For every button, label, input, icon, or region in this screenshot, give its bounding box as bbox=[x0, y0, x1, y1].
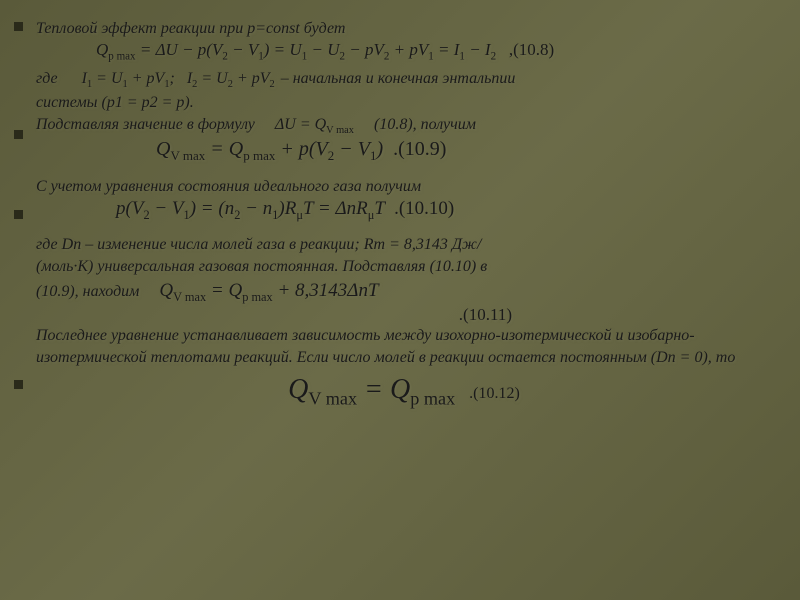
eqnum-10-11: .(10.11) bbox=[459, 305, 512, 324]
eqnum-10-9: .(10.9) bbox=[393, 138, 446, 160]
bullet-icon bbox=[14, 210, 23, 219]
para-2: где I1 = U1 + pV1; I2 = U2 + pV2 – начал… bbox=[36, 68, 772, 92]
para-5: Последнее уравнение устанавливает зависи… bbox=[36, 325, 772, 368]
equation-10-12: QV max = Qp max .(10.12) bbox=[36, 374, 772, 410]
equation-10-10: p(V2 − V1) = (n2 − n1)RμT = ΔnRμT .(10.1… bbox=[36, 198, 772, 223]
bullet-icon bbox=[14, 22, 23, 31]
para-3: Подставляя значение в формулу ΔU = QV ma… bbox=[36, 114, 772, 138]
bullet-icon bbox=[14, 380, 23, 389]
para-4-cont2: (10.9), находим QV max = Qp max + 8,3143… bbox=[36, 278, 772, 305]
eqnum-10-11-line: .(10.11) bbox=[36, 305, 772, 325]
eqnum-10-12: .(10.12) bbox=[469, 385, 520, 402]
para-2-prefix: где bbox=[36, 68, 58, 90]
equation-du-qv: ΔU = QV max bbox=[275, 114, 354, 138]
para-3-suffix: (10.8), получим bbox=[374, 114, 476, 136]
eqnum-10-8: ,(10.8) bbox=[509, 40, 554, 59]
equation-10-11: QV max = Qp max + 8,3143ΔnT bbox=[159, 278, 378, 305]
equation-10-9: QV max = Qp max + p(V2 − V1) .(10.9) bbox=[36, 138, 772, 164]
equation-10-8: Qp max = ΔU − p(V2 − V1) = U1 − U2 − pV2… bbox=[36, 40, 772, 62]
eqnum-10-10: .(10.10) bbox=[394, 198, 454, 219]
bullet-icon bbox=[14, 130, 23, 139]
para-3-prefix: Подставляя значение в формулу bbox=[36, 114, 255, 136]
para-4: С учетом уравнения состояния идеального … bbox=[36, 176, 772, 198]
para-2-suffix: – начальная и конечная энтальпии bbox=[281, 68, 516, 90]
para-2-cont: системы (p1 = p2 = p). bbox=[36, 92, 772, 114]
para-4-cont: где Dn – изменение числа молей газа в ре… bbox=[36, 234, 772, 277]
para-1: Тепловой эффект реакции при p=const буде… bbox=[36, 18, 772, 40]
equation-i1-i2: I1 = U1 + pV1; I2 = U2 + pV2 bbox=[82, 68, 275, 92]
